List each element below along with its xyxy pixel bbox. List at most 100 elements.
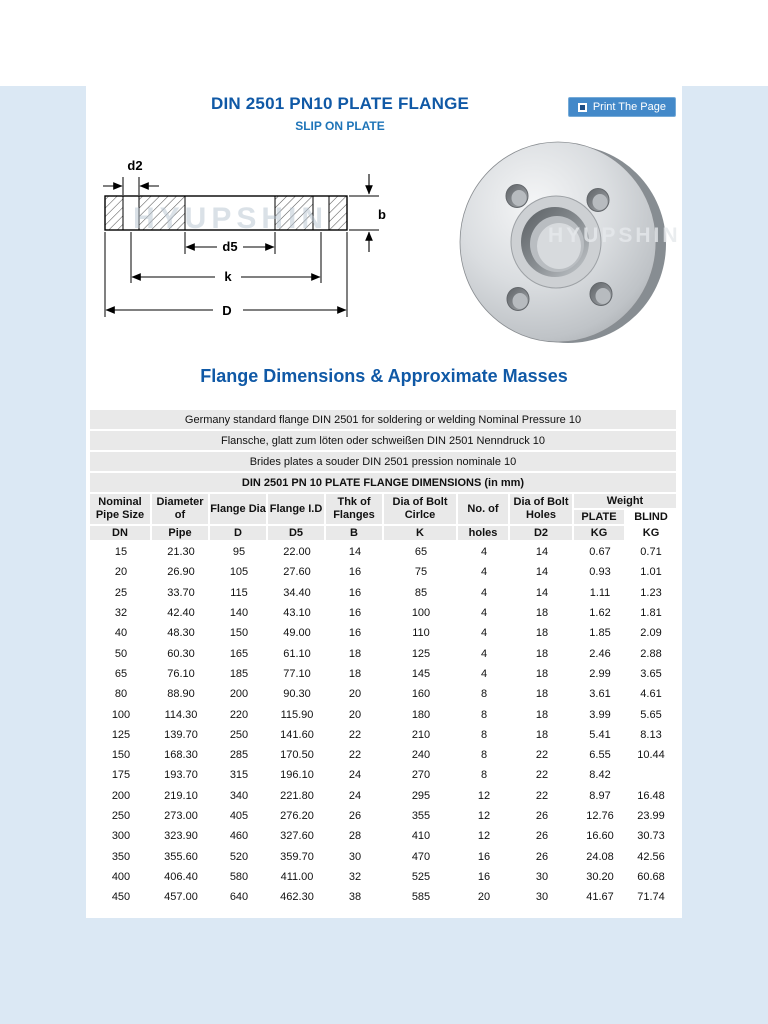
- table-cell: 16.60: [586, 830, 614, 843]
- table-cell: 16: [477, 870, 491, 883]
- table-cell: 2.99: [589, 667, 611, 680]
- table-cell: 219.10: [164, 789, 198, 802]
- header-unit-k: K: [384, 526, 458, 542]
- table-cell: 460: [229, 830, 249, 843]
- table-row: 350 355.60 520 359.70 30 470 16 26 24.08 42.56: [90, 846, 676, 866]
- table-cell: 0.67: [589, 546, 611, 559]
- header-nominal-pipe-size: Nominal Pipe Size: [90, 494, 152, 526]
- table-cell: 48.30: [167, 627, 195, 640]
- table-cell: 14: [535, 566, 549, 579]
- table-cell: 24.08: [586, 850, 614, 863]
- table-cell: 114.30: [164, 708, 198, 721]
- dim-label-D: D: [222, 303, 231, 318]
- header-dia-bolt-circle: Dia of Bolt Cirlce: [384, 494, 458, 526]
- header-unit-d2: D2: [510, 526, 574, 542]
- table-cell: 33.70: [167, 586, 195, 599]
- table-body: 15 21.30 95 22.00 14 65 4 14 0.67 0.71 20 26.90 105 2…: [90, 542, 676, 908]
- table-row: 150 168.30 285 170.50 22 240 8 22 6.55 10.44: [90, 745, 676, 765]
- table-cell: 4: [480, 667, 488, 680]
- table-cell: 585: [411, 891, 431, 904]
- print-button-label: Print The Page: [592, 101, 666, 113]
- table-cell: 3.99: [589, 708, 611, 721]
- table-cell: 26.90: [167, 566, 195, 579]
- table-cell: 410: [411, 830, 431, 843]
- table-row: 15 21.30 95 22.00 14 65 4 14 0.67 0.71: [90, 542, 676, 562]
- header-unit-plate-kg: KG: [574, 526, 626, 542]
- table-cell: 270: [411, 769, 431, 782]
- table-cell: 580: [229, 870, 249, 883]
- table-cell: 38: [348, 891, 362, 904]
- table-cell: 16: [348, 627, 362, 640]
- table-cell: 355: [411, 810, 431, 822]
- table-cell: 2.09: [640, 627, 662, 640]
- table-cell: 470: [411, 850, 431, 863]
- flange-photo-svg: [459, 141, 666, 343]
- header-flange-id: Flange I.D: [268, 494, 326, 526]
- print-icon: [577, 102, 587, 112]
- table-cell: 80: [114, 688, 128, 701]
- table-cell: 42.56: [637, 850, 665, 863]
- page-subtitle: SLIP ON PLATE: [295, 119, 385, 133]
- table-cell: 12: [477, 830, 491, 843]
- table-cell: 60.68: [637, 870, 665, 883]
- table-cell: 276.20: [280, 810, 314, 822]
- table-cell: 88.90: [167, 688, 195, 701]
- table-cell: 30: [535, 870, 549, 883]
- table-cell: 457.00: [164, 891, 198, 904]
- table-cell: 16.48: [637, 789, 665, 802]
- table-cell: 65: [114, 667, 128, 680]
- table-cell: 193.70: [164, 769, 198, 782]
- table-cell: 8: [480, 769, 488, 782]
- header-weight: Weight: [574, 494, 676, 510]
- table-row: 32 42.40 140 43.10 16 100 4 18 1.62 1.81: [90, 603, 676, 623]
- table-cell: 22: [348, 749, 362, 762]
- table-cell: 141.60: [280, 728, 314, 741]
- table-cell: 4: [480, 586, 488, 599]
- table-cell: 18: [535, 627, 549, 640]
- table-cell: 273.00: [164, 810, 198, 822]
- table-cell: 22: [535, 789, 549, 802]
- bolt-holes: [505, 184, 613, 311]
- table-title-row: DIN 2501 PN 10 PLATE FLANGE DIMENSIONS (…: [90, 473, 676, 492]
- table-cell: 221.80: [280, 789, 314, 802]
- table-cell: 85: [414, 586, 428, 599]
- table-cell: 150: [111, 749, 131, 762]
- table-cell: 100: [111, 708, 131, 721]
- table-cell: 150: [229, 627, 249, 640]
- bottom-margin: [86, 918, 682, 1024]
- table-row: 65 76.10 185 77.10 18 145 4 18 2.99 3.65: [90, 664, 676, 684]
- table-cell: 25: [114, 586, 128, 599]
- table-cell: 250: [229, 728, 249, 741]
- table-cell: 22.00: [283, 546, 311, 559]
- header-weight-blind: BLIND: [626, 510, 676, 526]
- table-cell: 350: [111, 850, 131, 863]
- table-cell: 400: [111, 870, 131, 883]
- table-cell: 20: [477, 891, 491, 904]
- table-cell: 240: [411, 749, 431, 762]
- table-cell: 12: [477, 810, 491, 822]
- header-weight-plate: PLATE: [574, 510, 626, 526]
- table-cell: 1.62: [589, 607, 611, 620]
- table-cell: 61.10: [283, 647, 311, 660]
- table-cell: 4: [480, 566, 488, 579]
- table-row: 125 139.70 250 141.60 22 210 8 18 5.41 8.13: [90, 725, 676, 745]
- table-cell: 24: [348, 769, 362, 782]
- table-cell: 40: [114, 627, 128, 640]
- table-cell: 20: [348, 688, 362, 701]
- title-wrap: DIN 2501 PN10 PLATE FLANGE SLIP ON PLATE: [86, 94, 594, 133]
- table-cell: 30.20: [586, 870, 614, 883]
- table-cell: 175: [111, 769, 131, 782]
- table-cell: 14: [535, 546, 549, 559]
- table-row: 450 457.00 640 462.30 38 585 20 30 41.67 71.74: [90, 887, 676, 907]
- table-cell: 16: [348, 566, 362, 579]
- table-cell: 250: [111, 810, 131, 822]
- table-cell: 20: [114, 566, 128, 579]
- header-unit-holes: holes: [458, 526, 510, 542]
- table-cell: 8: [480, 728, 488, 741]
- header-unit-blind-kg: KG: [626, 526, 676, 542]
- table-cell: 4: [480, 607, 488, 620]
- table-cell: 77.10: [283, 667, 311, 680]
- table-caption-en: Germany standard flange DIN 2501 for sol…: [90, 410, 676, 429]
- print-button[interactable]: Print The Page: [567, 97, 676, 117]
